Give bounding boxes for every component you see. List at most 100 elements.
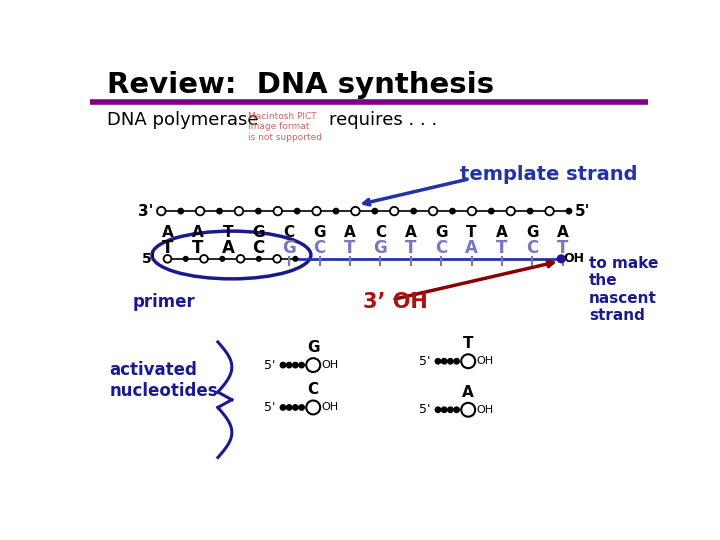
Circle shape	[351, 207, 360, 215]
Circle shape	[545, 207, 554, 215]
Text: 5': 5'	[419, 403, 431, 416]
Text: 5': 5'	[142, 252, 156, 266]
Text: A: A	[465, 239, 478, 257]
Text: A: A	[161, 225, 174, 240]
Text: T: T	[467, 225, 477, 240]
Circle shape	[273, 255, 281, 262]
Text: G: G	[307, 340, 320, 355]
Text: G: G	[526, 225, 539, 240]
Circle shape	[429, 207, 437, 215]
Text: G: G	[313, 225, 325, 240]
Circle shape	[448, 407, 453, 413]
Circle shape	[196, 207, 204, 215]
Text: C: C	[375, 225, 386, 240]
Text: DNA polymerase: DNA polymerase	[107, 111, 258, 129]
Circle shape	[411, 208, 416, 214]
Text: T: T	[192, 239, 204, 257]
Text: G: G	[435, 225, 447, 240]
Text: Macintosh PICT
image format
is not supported: Macintosh PICT image format is not suppo…	[248, 112, 322, 141]
Circle shape	[441, 359, 447, 364]
Text: 5': 5'	[264, 401, 275, 414]
Circle shape	[462, 403, 475, 417]
Text: requires . . .: requires . . .	[329, 111, 437, 129]
Circle shape	[528, 208, 533, 214]
Circle shape	[163, 255, 171, 262]
Text: 5': 5'	[419, 355, 431, 368]
Text: A: A	[557, 225, 569, 240]
Text: G: G	[253, 225, 265, 240]
Circle shape	[287, 362, 292, 368]
Text: C: C	[435, 239, 447, 257]
Text: A: A	[462, 384, 474, 400]
Circle shape	[312, 207, 321, 215]
Text: A: A	[192, 225, 204, 240]
Circle shape	[489, 208, 494, 214]
Circle shape	[454, 359, 459, 364]
Text: T: T	[223, 225, 233, 240]
Text: OH: OH	[477, 405, 494, 415]
Text: C: C	[526, 239, 539, 257]
Circle shape	[287, 405, 292, 410]
Text: C: C	[313, 239, 325, 257]
Text: G: G	[282, 239, 296, 257]
Text: OH: OH	[477, 356, 494, 366]
Circle shape	[566, 208, 572, 214]
Circle shape	[436, 359, 441, 364]
Circle shape	[292, 405, 298, 410]
Circle shape	[390, 207, 398, 215]
Circle shape	[184, 256, 188, 261]
Text: OH: OH	[322, 402, 339, 413]
Circle shape	[280, 405, 286, 410]
Circle shape	[292, 362, 298, 368]
Circle shape	[557, 255, 565, 262]
Circle shape	[217, 208, 222, 214]
Circle shape	[200, 255, 208, 262]
Circle shape	[299, 362, 305, 368]
Circle shape	[280, 362, 286, 368]
Text: Review:  DNA synthesis: Review: DNA synthesis	[107, 71, 494, 99]
Text: A: A	[405, 225, 417, 240]
Circle shape	[294, 208, 300, 214]
Circle shape	[235, 207, 243, 215]
Text: T: T	[405, 239, 416, 257]
Circle shape	[436, 407, 441, 413]
Circle shape	[448, 359, 453, 364]
Circle shape	[293, 256, 297, 261]
Text: A: A	[344, 225, 356, 240]
Text: activated
nucleotides: activated nucleotides	[109, 361, 218, 400]
Text: OH: OH	[564, 252, 585, 265]
Circle shape	[333, 208, 338, 214]
Circle shape	[441, 407, 447, 413]
Text: C: C	[253, 239, 265, 257]
Circle shape	[467, 207, 476, 215]
Circle shape	[462, 354, 475, 368]
Circle shape	[299, 405, 305, 410]
Circle shape	[506, 207, 515, 215]
Text: 5': 5'	[264, 359, 275, 372]
Circle shape	[237, 255, 245, 262]
Circle shape	[306, 401, 320, 414]
Circle shape	[178, 208, 184, 214]
Text: 3': 3'	[138, 204, 153, 219]
Circle shape	[256, 256, 261, 261]
Text: primer: primer	[132, 293, 195, 310]
Circle shape	[306, 358, 320, 372]
Circle shape	[157, 207, 166, 215]
Circle shape	[220, 256, 225, 261]
Ellipse shape	[152, 231, 311, 279]
Text: C: C	[307, 382, 319, 397]
Text: T: T	[557, 239, 568, 257]
Text: to make
the
nascent
strand: to make the nascent strand	[589, 256, 659, 323]
Text: A: A	[222, 239, 235, 257]
Text: G: G	[374, 239, 387, 257]
Text: T: T	[496, 239, 508, 257]
Circle shape	[454, 407, 459, 413]
Text: T: T	[463, 336, 474, 351]
Circle shape	[372, 208, 377, 214]
Text: C: C	[284, 225, 294, 240]
Text: OH: OH	[322, 360, 339, 370]
Text: template strand: template strand	[461, 165, 638, 184]
Text: T: T	[344, 239, 356, 257]
Text: 5': 5'	[575, 204, 590, 219]
Text: A: A	[496, 225, 508, 240]
